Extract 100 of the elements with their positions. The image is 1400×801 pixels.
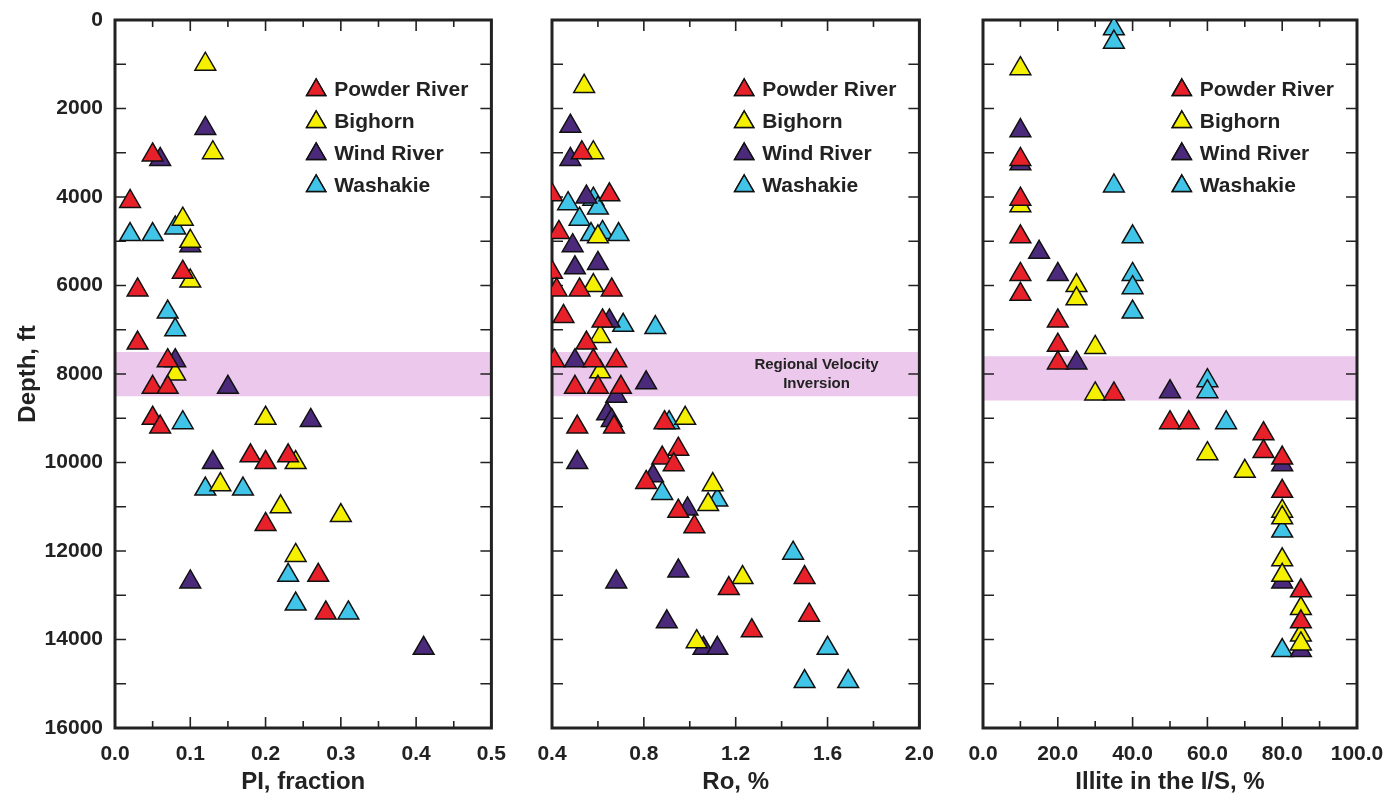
legend-label: Wind River (334, 140, 444, 164)
point (1009, 261, 1032, 282)
point (1046, 332, 1069, 352)
point (126, 330, 149, 350)
point (201, 449, 225, 470)
point (1271, 637, 1294, 658)
point (337, 600, 360, 620)
x-tick-label: 20.0 (1037, 741, 1079, 765)
point (559, 113, 582, 133)
point (201, 140, 225, 160)
point (126, 277, 149, 297)
point (605, 569, 628, 589)
point (1046, 261, 1069, 282)
point (717, 575, 740, 596)
y-tick-label: 8000 (56, 360, 103, 384)
legend-label: Wind River (762, 140, 872, 164)
point (179, 228, 202, 248)
point (1065, 286, 1088, 306)
point (329, 502, 352, 523)
point (194, 51, 217, 71)
point (609, 374, 633, 395)
legend-label: Washakie (762, 172, 859, 196)
point (706, 635, 729, 656)
point (1046, 308, 1069, 328)
point (1009, 117, 1032, 138)
x-axis-title: Ro, % (702, 767, 770, 795)
point (798, 602, 821, 622)
point (1158, 378, 1182, 399)
point (149, 414, 172, 434)
x-tick-label: 0.0 (968, 741, 998, 765)
point (171, 259, 194, 279)
point (667, 436, 690, 456)
x-tick-label: 1.2 (721, 741, 751, 765)
legend-label: Powder River (1199, 76, 1335, 100)
point (573, 73, 596, 94)
legend-label: Powder River (762, 76, 897, 100)
point (179, 569, 202, 589)
legend-label: Wind River (1199, 140, 1310, 164)
point (600, 277, 623, 297)
point (781, 540, 805, 560)
legend-label: Washakie (334, 172, 431, 196)
point (586, 374, 610, 395)
point (674, 405, 697, 425)
point (284, 542, 307, 563)
x-tick-label: 40.0 (1112, 741, 1154, 765)
point (1289, 631, 1313, 651)
point (1214, 409, 1238, 430)
x-tick-label: 60.0 (1186, 741, 1228, 765)
point (254, 405, 277, 425)
point (254, 449, 277, 470)
legend-label: Bighorn (762, 108, 843, 132)
point (209, 471, 232, 492)
legend-label: Bighorn (334, 108, 415, 132)
point (1177, 409, 1200, 430)
x-tick-label: 2.0 (904, 741, 935, 765)
point (582, 347, 605, 368)
point (635, 469, 658, 490)
band-label: Regional Velocity Inversion (754, 354, 880, 391)
point (552, 303, 575, 324)
point (1102, 29, 1126, 49)
point (1121, 299, 1144, 319)
point (1009, 55, 1032, 76)
x-tick-label: 0.1 (175, 741, 206, 765)
point (277, 443, 300, 463)
point (194, 476, 217, 496)
point (568, 277, 591, 297)
point (655, 609, 678, 629)
point (635, 370, 658, 390)
point (566, 414, 589, 434)
point (685, 628, 708, 649)
point (1271, 505, 1294, 525)
point (662, 451, 685, 472)
point (653, 409, 676, 430)
point (1102, 381, 1126, 401)
y-tick-label: 2000 (56, 95, 103, 119)
legend-label: Bighorn (1199, 108, 1281, 132)
point (591, 308, 614, 328)
point (1289, 578, 1313, 598)
y-tick-label: 12000 (44, 537, 103, 561)
x-tick-label: 80.0 (1261, 741, 1303, 765)
x-tick-label: 0.4 (401, 741, 432, 765)
point (164, 317, 187, 337)
y-tick-label: 16000 (44, 714, 103, 738)
y-tick-label: 14000 (44, 626, 103, 650)
point (612, 312, 635, 333)
point (118, 221, 142, 242)
point (837, 668, 860, 689)
point (1121, 224, 1144, 244)
legend-label: Washakie (1199, 172, 1296, 196)
x-tick-label: 0.8 (629, 741, 659, 765)
x-axis-title: PI, fraction (241, 767, 366, 795)
point (299, 407, 322, 428)
point (651, 480, 674, 501)
point (667, 498, 690, 518)
point (284, 591, 307, 611)
point (1196, 378, 1219, 399)
x-tick-label: 100.0 (1330, 741, 1384, 765)
point (586, 250, 610, 271)
point (1121, 274, 1144, 295)
x-tick-label: 0.0 (100, 741, 130, 765)
